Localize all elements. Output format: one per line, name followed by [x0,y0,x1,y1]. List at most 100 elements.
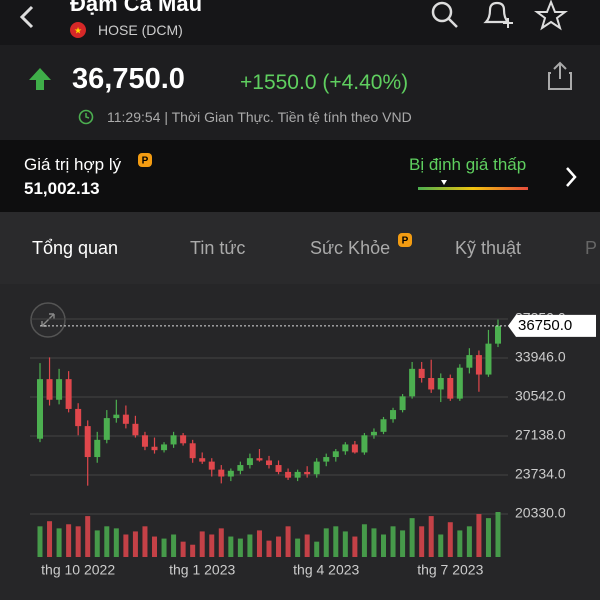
candle-body [208,461,215,470]
candle-body [132,423,139,436]
candle-body [313,461,320,475]
candle-body [141,435,148,447]
y-tick-label: 20330.0 [515,505,566,521]
candle-body [46,379,53,400]
fair-value: 51,002.13 [24,179,100,198]
candle-body [227,470,234,477]
volume-bar [228,536,234,557]
volume-bar [142,526,148,557]
candle-body [256,458,263,461]
candle-body [370,431,377,436]
volume-bar [132,531,138,557]
candle-body [323,457,330,462]
candle-body [285,471,292,478]
volume-bar [285,526,291,557]
candle-body [94,439,101,458]
candle-body [437,378,444,390]
volume-bar [247,534,253,557]
candle-body [304,471,311,475]
x-tick-label: thg 7 2023 [417,562,483,578]
chevron [566,167,577,187]
y-tick-label: 30542.0 [515,388,566,404]
volume-bar [390,526,396,557]
candle-body [294,471,301,478]
candle-body [84,426,91,458]
volume-bar [123,534,129,557]
volume-bar [180,541,186,557]
candle-body [399,396,406,411]
clock-icon [78,109,94,125]
volume-bar [56,528,62,557]
search-button[interactable] [428,0,460,30]
volume-bar [66,524,72,557]
candle-body [180,435,187,444]
tab[interactable]: Tổng quan [32,238,119,258]
volume-bar [466,526,472,557]
svg-text:★: ★ [74,25,82,35]
volume-bar [304,534,310,557]
time-note: 11:29:54 | Thời Gian Thực. Tiền tệ tính … [107,109,412,125]
volume-bar [333,526,339,557]
volume-bar [476,514,482,557]
price-tag-bg [508,314,596,337]
tab[interactable]: Sức Khỏe [310,238,391,258]
candle-body [409,368,416,397]
volume-bar [47,521,53,557]
tab[interactable]: P [585,238,598,258]
up-arrow [29,68,51,90]
expand-button[interactable] [30,302,66,338]
volume-bar [209,534,215,557]
watchlist-button[interactable] [534,0,568,32]
candle-body [237,465,244,471]
candle-body [466,355,473,368]
price: 36,750.0 [72,63,185,95]
candle-body [361,435,368,453]
volume-bar [171,534,177,557]
svg-text:P: P [402,236,409,247]
tab[interactable]: Tin tức [190,238,246,258]
volume-bar [276,536,282,557]
alert-button[interactable] [480,0,514,32]
volume-bar [323,528,329,557]
volume-bar [152,536,157,557]
price-chart: 20330.023734.027138.030542.033946.037350… [30,302,596,578]
flag-icon: ★ [70,22,86,38]
volume-bar [400,530,406,557]
exchange-label: HOSE (DCM) [98,22,183,38]
volume-bar [199,531,205,557]
volume-bar [438,534,444,557]
candle-body [170,435,177,445]
volume-bar [37,526,43,557]
volume-bar [218,528,224,557]
candle-body [65,379,72,409]
volume-bar [371,528,377,557]
tab[interactable]: Kỹ thuật [455,238,522,258]
price-tag: 36750.0 [518,317,572,334]
fair-value-panel[interactable]: Giá trị hợp lý P 51,002.13 Bị định giá t… [0,140,600,212]
candle-body [113,414,120,419]
candle-body [428,378,435,390]
candle-body [332,451,339,458]
candle-body [351,444,358,453]
pro-badge: P [398,233,412,247]
volume-bar [314,541,320,557]
candle-body [380,419,387,432]
candle-body [246,458,253,466]
volume-bar [485,518,491,557]
share-button[interactable] [545,61,575,93]
tab-bar: Tổng quan Tin tức Sức Khỏe P Kỹ thuật P [0,212,600,284]
volume-bar [352,536,358,557]
pro-badge: P [138,153,152,167]
x-tick-label: thg 4 2023 [293,562,359,578]
y-tick-label: 27138.0 [515,427,566,443]
volume-bar [94,530,100,557]
volume-bar [266,540,272,557]
volume-bar [161,538,167,557]
back-button[interactable] [14,4,40,30]
volume-bar [342,531,348,557]
candle-body [218,469,225,477]
volume-bar [457,530,463,557]
x-tick-label: thg 1 2023 [169,562,235,578]
price-change: +1550.0 (+4.40%) [240,71,409,94]
candle-body [151,446,158,451]
